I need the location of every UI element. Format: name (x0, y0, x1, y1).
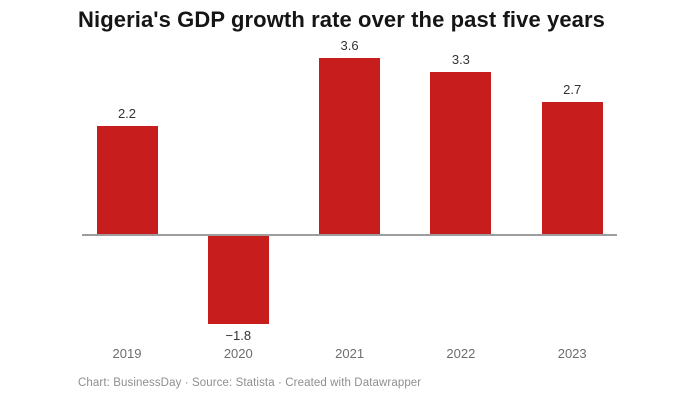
x-axis-label-2019: 2019 (112, 346, 142, 361)
bar-value-label-2019: 2.2 (117, 106, 137, 122)
x-axis-label-2022: 2022 (446, 346, 476, 361)
x-axis-label-2020: 2020 (223, 346, 253, 361)
chart-title: Nigeria's GDP growth rate over the past … (78, 7, 606, 32)
bar-value-label-2022: 3.3 (451, 52, 470, 68)
chart-footer-attribution: Chart: BusinessDay · Source: Statista · … (78, 377, 422, 389)
bar-2020 (207, 236, 269, 325)
bar-value-label-2021: 3.6 (340, 37, 359, 53)
x-axis-label-2023: 2023 (557, 346, 587, 361)
zero-baseline (82, 234, 617, 236)
x-axis-label-2021: 2021 (335, 346, 365, 361)
bar-2021 (319, 57, 381, 234)
bar-2022 (430, 72, 492, 234)
bar-value-label-2020: −1.8 (225, 328, 252, 344)
bar-value-label-2023: 2.7 (563, 81, 582, 97)
bar-2023 (541, 101, 603, 234)
bar-2019 (96, 126, 158, 234)
